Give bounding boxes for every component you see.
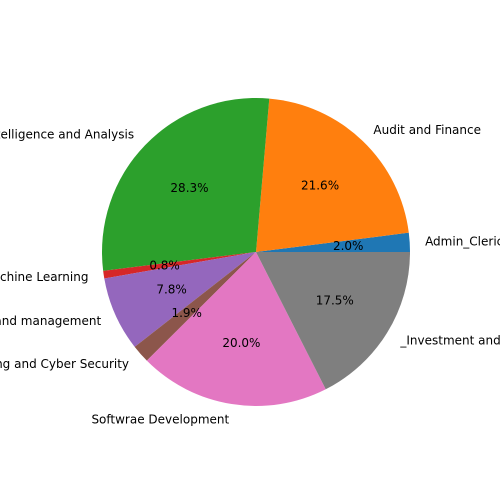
pie-slices xyxy=(102,98,410,406)
slice-percent-label: 21.6% xyxy=(301,178,339,192)
slice-label: Softwrae Development xyxy=(91,412,229,426)
slice-label: Data Science and Machine Learning xyxy=(0,270,88,284)
slice-percent-label: 7.8% xyxy=(156,283,187,297)
slice-label: Business Intelligence and Analysis xyxy=(0,127,134,141)
slice-label: Project and management xyxy=(0,314,101,328)
slice-percent-label: 2.0% xyxy=(333,239,364,253)
pie-slice xyxy=(256,99,409,252)
slice-percent-label: 17.5% xyxy=(316,293,354,307)
slice-label: Networking and Cyber Security xyxy=(0,357,129,371)
slice-label: Admin_Clerical xyxy=(425,234,500,248)
slice-label: Audit and Finance xyxy=(373,123,481,137)
slice-percent-label: 1.9% xyxy=(171,306,202,320)
slice-label: _Investment and Banking xyxy=(399,334,500,348)
slice-percent-label: 28.3% xyxy=(170,181,208,195)
slice-percent-label: 20.0% xyxy=(222,336,260,350)
slice-percent-label: 0.8% xyxy=(149,259,180,273)
